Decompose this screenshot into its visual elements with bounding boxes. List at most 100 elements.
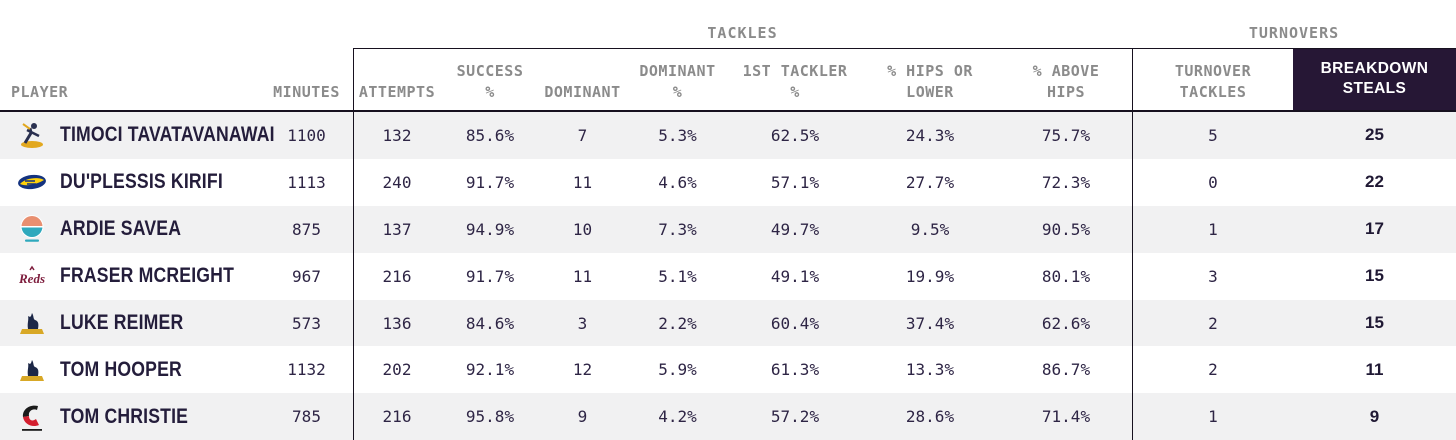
cell-dominant_pct: 5.9% bbox=[658, 360, 697, 380]
svg-text:Reds: Reds bbox=[18, 271, 45, 286]
cell-above_hips_pct: 72.3% bbox=[1041, 172, 1091, 192]
cell-attempts: 202 bbox=[353, 346, 440, 394]
column-group-header-row: TACKLES TURNOVERS bbox=[0, 0, 1456, 48]
player-name: TOM HOOPER bbox=[60, 357, 182, 382]
cell-hips_or_lower_pct: 9.5% bbox=[910, 219, 950, 239]
cell-attempts: 136 bbox=[353, 299, 440, 347]
cell-dominant_pct: 4.6% bbox=[658, 172, 697, 192]
cell-breakdown_steals: 15 bbox=[1365, 266, 1384, 286]
cell-attempts: 132 bbox=[353, 112, 440, 159]
cell-success_pct: 85.6% bbox=[465, 125, 515, 145]
table-body: TIMOCI TAVATAVANAWAI 1100 132 85.6% 7 5.3% 62.… bbox=[0, 112, 1456, 440]
cell-success_pct: 94.9% bbox=[465, 219, 515, 239]
cell-dominant: 11 bbox=[572, 266, 593, 286]
reds-logo-icon: Reds bbox=[16, 261, 48, 291]
column-header-hips_or_lower_pct[interactable]: % HIPS OR LOWER bbox=[887, 62, 973, 101]
table-row: ARDIE SAVEA 875 137 94.9% 10 7.3% 49.7% 9.5% 90.… bbox=[0, 205, 1456, 253]
column-header-minutes[interactable]: MINUTES bbox=[273, 83, 340, 101]
cell-minutes: 1132 bbox=[287, 360, 326, 380]
brumbies-logo-icon bbox=[16, 355, 48, 385]
cell-first_tackler_pct: 60.4% bbox=[770, 313, 820, 333]
cell-above_hips_pct: 90.5% bbox=[1041, 219, 1091, 239]
cell-dominant: 11 bbox=[572, 172, 593, 192]
cell-turnover_tackles: 0 bbox=[1132, 158, 1293, 206]
cell-success_pct: 91.7% bbox=[465, 172, 515, 192]
table-row: TOM CHRISTIE 785 216 95.8% 9 4.2% 57.2% 28.6% 71… bbox=[0, 393, 1456, 440]
column-header-turnover_tackles[interactable]: TURNOVER TACKLES bbox=[1132, 48, 1293, 110]
cell-dominant: 7 bbox=[577, 125, 588, 145]
column-header-success_pct[interactable]: SUCCESS % bbox=[456, 62, 524, 101]
cell-breakdown_steals: 17 bbox=[1365, 219, 1384, 239]
cell-breakdown_steals: 15 bbox=[1365, 313, 1384, 332]
table-row: LUKE REIMER 573 136 84.6% 3 2.2% 60.4% 37.4% 62.… bbox=[0, 299, 1456, 347]
hurricanes-logo-icon bbox=[16, 167, 48, 197]
column-header-above_hips_pct[interactable]: % ABOVE HIPS bbox=[1032, 62, 1100, 101]
cell-above_hips_pct: 71.4% bbox=[1041, 407, 1091, 427]
cell-above_hips_pct: 86.7% bbox=[1041, 360, 1091, 380]
cell-turnover_tackles: 3 bbox=[1132, 252, 1293, 300]
cell-dominant_pct: 2.2% bbox=[658, 313, 697, 333]
column-header-breakdown_steals[interactable]: BREAKDOWN STEALS bbox=[1293, 48, 1456, 110]
cell-attempts: 216 bbox=[353, 393, 440, 440]
cell-turnover_tackles: 1 bbox=[1132, 205, 1293, 253]
cell-dominant_pct: 7.3% bbox=[658, 219, 697, 239]
moana-pasifika-logo-icon bbox=[16, 214, 48, 244]
player-name: DU'PLESSIS KIRIFI bbox=[60, 169, 223, 194]
brumbies-logo-icon bbox=[16, 308, 48, 338]
cell-success_pct: 84.6% bbox=[465, 313, 515, 333]
column-header-first_tackler_pct[interactable]: 1ST TACKLER % bbox=[742, 62, 848, 101]
table-row: TOM HOOPER 1132 202 92.1% 12 5.9% 61.3% 13.3% 86… bbox=[0, 346, 1456, 394]
cell-hips_or_lower_pct: 28.6% bbox=[905, 407, 955, 427]
cell-player: TIMOCI TAVATAVANAWAI bbox=[0, 112, 275, 159]
player-name: TIMOCI TAVATAVANAWAI bbox=[60, 123, 275, 147]
cell-breakdown_steals: 25 bbox=[1365, 125, 1384, 145]
cell-success_pct: 91.7% bbox=[465, 266, 515, 286]
cell-turnover_tackles: 2 bbox=[1132, 299, 1293, 347]
column-header-player[interactable]: PLAYER bbox=[11, 83, 69, 101]
highlanders-logo-icon bbox=[16, 120, 48, 150]
player-name: LUKE REIMER bbox=[60, 310, 184, 335]
column-header-attempts[interactable]: ATTEMPTS bbox=[353, 48, 440, 110]
cell-attempts: 216 bbox=[353, 252, 440, 300]
cell-first_tackler_pct: 57.1% bbox=[770, 172, 820, 192]
cell-dominant: 10 bbox=[572, 219, 593, 239]
cell-dominant_pct: 4.2% bbox=[658, 407, 697, 427]
cell-first_tackler_pct: 49.1% bbox=[770, 266, 820, 286]
cell-dominant_pct: 5.3% bbox=[658, 125, 697, 145]
column-header-dominant[interactable]: DOMINANT bbox=[544, 83, 621, 101]
cell-breakdown_steals: 11 bbox=[1365, 359, 1384, 379]
cell-hips_or_lower_pct: 37.4% bbox=[905, 313, 955, 333]
cell-player: TOM HOOPER bbox=[0, 346, 260, 393]
cell-above_hips_pct: 80.1% bbox=[1041, 266, 1091, 286]
column-header-row: PLAYER MINUTES ATTEMPTS SUCCESS % DOMINANT DO… bbox=[0, 48, 1456, 112]
table-row: DU'PLESSIS KIRIFI 1113 240 91.7% 11 4.6% 57.1%… bbox=[0, 158, 1456, 206]
table-row: TIMOCI TAVATAVANAWAI 1100 132 85.6% 7 5.3% 62.… bbox=[0, 112, 1456, 159]
player-name: FRASER MCREIGHT bbox=[60, 263, 235, 288]
cell-dominant: 9 bbox=[577, 407, 588, 427]
cell-minutes: 875 bbox=[292, 219, 321, 239]
cell-player: TOM CHRISTIE bbox=[0, 393, 260, 440]
cell-breakdown_steals: 22 bbox=[1365, 172, 1384, 192]
cell-player: DU'PLESSIS KIRIFI bbox=[0, 159, 260, 206]
cell-first_tackler_pct: 49.7% bbox=[770, 219, 820, 239]
cell-success_pct: 92.1% bbox=[465, 360, 515, 380]
player-name: ARDIE SAVEA bbox=[60, 216, 182, 241]
cell-above_hips_pct: 75.7% bbox=[1041, 125, 1091, 145]
cell-attempts: 137 bbox=[353, 205, 440, 253]
cell-turnover_tackles: 1 bbox=[1132, 393, 1293, 440]
player-name: TOM CHRISTIE bbox=[60, 404, 189, 429]
cell-dominant: 12 bbox=[572, 360, 593, 380]
column-header-dominant_pct[interactable]: DOMINANT % bbox=[639, 62, 716, 101]
crusaders-logo-icon bbox=[16, 402, 48, 432]
group-label-tackles: TACKLES bbox=[707, 24, 778, 42]
cell-minutes: 785 bbox=[292, 407, 321, 427]
cell-minutes: 573 bbox=[292, 313, 321, 333]
cell-above_hips_pct: 62.6% bbox=[1041, 313, 1091, 333]
cell-turnover_tackles: 5 bbox=[1132, 112, 1293, 159]
cell-hips_or_lower_pct: 13.3% bbox=[905, 360, 955, 380]
cell-hips_or_lower_pct: 24.3% bbox=[905, 125, 955, 145]
cell-player: Reds FRASER MCREIGHT bbox=[0, 253, 260, 300]
cell-minutes: 1113 bbox=[287, 172, 326, 192]
cell-first_tackler_pct: 57.2% bbox=[770, 407, 820, 427]
